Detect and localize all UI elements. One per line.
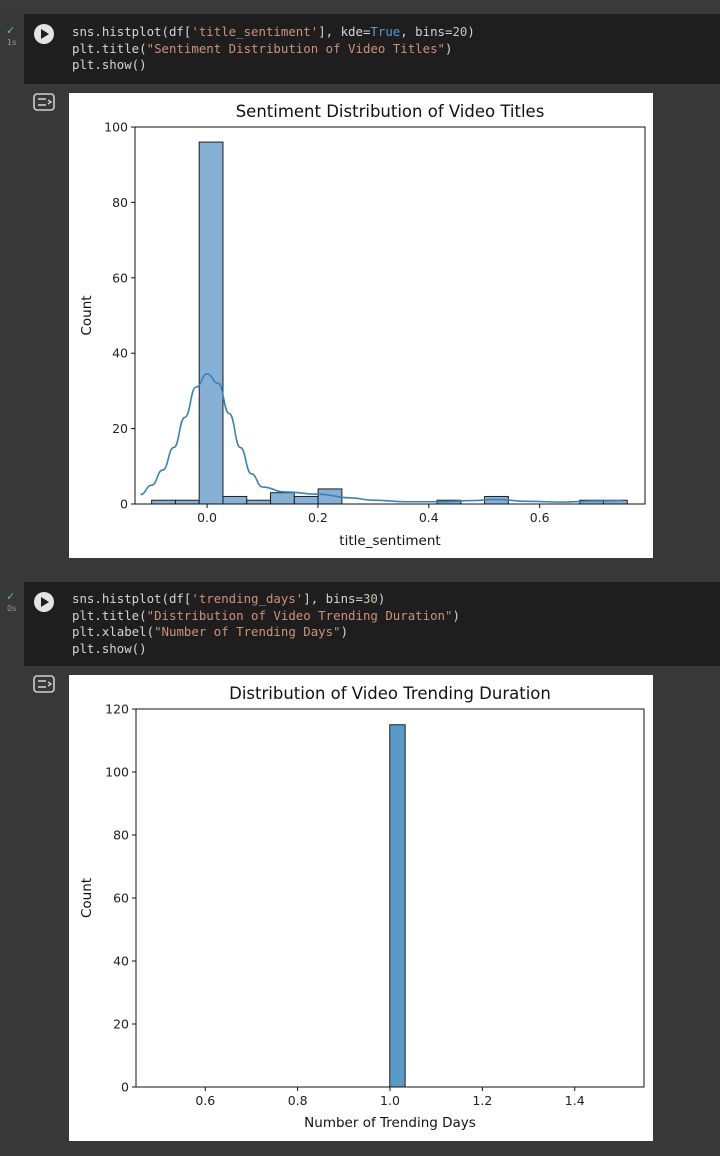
histogram-bar [174, 499, 200, 505]
x-tick-label: 1.2 [472, 1093, 492, 1108]
histogram-chart-1: 0 20 40 60 80 100 0.0 0.2 0.4 0.6 Sentiment Distri… [79, 102, 646, 549]
y-axis-label: Count [79, 295, 95, 335]
code-editor[interactable]: sns.histplot(df['title_sentiment'], kde=… [72, 24, 475, 74]
play-icon [41, 29, 49, 39]
x-tick-label: 1.4 [565, 1093, 585, 1108]
histogram-bar [270, 492, 295, 505]
x-axis-label: title_sentiment [339, 533, 440, 549]
code-line: plt.xlabel("Number of Trending Days") [72, 624, 348, 639]
code-token: 20 [452, 24, 468, 39]
code-cell-1[interactable]: sns.histplot(df['title_sentiment'], kde=… [24, 14, 720, 84]
x-axis-label: Number of Trending Days [304, 1115, 476, 1131]
y-tick-label: 80 [112, 195, 128, 210]
code-line: plt.title("Sentiment Distribution of Vid… [72, 41, 452, 56]
histogram-bar [198, 141, 224, 505]
x-tick-label: 1.0 [380, 1093, 400, 1108]
code-token: "Distribution of Video Trending Duration… [146, 607, 453, 623]
y-tick-label: 40 [113, 954, 129, 969]
code-token: 30 [362, 591, 378, 606]
code-token: plt.show() [72, 57, 147, 73]
plot-output-2: 0 20 40 60 80 100 120 0.6 0.8 1.0 1.2 1.4 Distributi… [69, 675, 653, 1141]
code-token: plt.title( [72, 607, 147, 623]
code-token: True [370, 24, 401, 39]
code-token: 'title_sentiment' [191, 24, 319, 39]
y-tick-label: 120 [105, 702, 129, 717]
y-tick-label: 20 [112, 421, 128, 436]
kde-curve [140, 373, 623, 503]
code-line: plt.show() [72, 57, 147, 72]
cell-1-check-icon: ✓ [6, 24, 16, 37]
code-token: sns.histplot(df[ [72, 24, 192, 39]
code-token: plt.title( [72, 40, 147, 56]
code-token: ) [452, 607, 460, 623]
y-tick-label: 20 [113, 1017, 129, 1032]
code-token: , bins= [400, 24, 453, 39]
y-tick-label: 100 [104, 120, 128, 135]
notebook-top-strip [0, 0, 720, 14]
y-axis-label: Count [79, 878, 95, 918]
cell-1-exec-time: 1s [7, 38, 17, 47]
y-tick-label: 0 [120, 497, 128, 512]
output-toggle-icon[interactable] [33, 93, 55, 111]
code-token: "Sentiment Distribution of Video Titles" [146, 40, 446, 56]
x-tick-label: 0.0 [197, 510, 217, 525]
code-token: "Number of Trending Days" [154, 624, 341, 640]
histogram-bar [222, 495, 248, 505]
code-line: plt.show() [72, 641, 147, 656]
plot-output-1: 0 20 40 60 80 100 0.0 0.2 0.4 0.6 Sentiment Distri… [69, 93, 653, 558]
cell-2-exec-time: 0s [7, 604, 17, 613]
histogram-bar [389, 724, 406, 1088]
y-tick-label: 80 [113, 828, 129, 843]
histogram-bar [293, 495, 319, 505]
output-toggle-icon[interactable] [33, 675, 55, 693]
y-tick-label: 60 [112, 270, 128, 285]
x-tick-label: 0.6 [530, 510, 550, 525]
chart-title: Sentiment Distribution of Video Titles [236, 102, 545, 121]
cell-2-check-icon: ✓ [6, 590, 16, 603]
plot-frame [134, 126, 646, 505]
x-tick-label: 0.2 [308, 510, 328, 525]
code-token: sns.histplot(df[ [72, 591, 192, 606]
y-tick-label: 0 [121, 1080, 129, 1095]
chart-title: Distribution of Video Trending Duration [229, 684, 551, 703]
x-tick-label: 0.4 [419, 510, 439, 525]
code-token: plt.xlabel( [72, 624, 155, 640]
code-token: ], bins= [303, 591, 363, 606]
code-token: 'trending_days' [191, 591, 304, 606]
code-token: ) [340, 624, 349, 640]
y-tick-label: 60 [113, 891, 129, 906]
code-token: ) [445, 40, 453, 56]
run-cell-button[interactable] [34, 24, 54, 44]
code-cell-2[interactable]: sns.histplot(df['trending_days'], bins=3… [24, 582, 720, 666]
y-tick-label: 40 [112, 346, 128, 361]
code-token: ) [377, 591, 386, 606]
code-token: ], kde= [318, 24, 371, 39]
code-token: plt.show() [72, 640, 147, 656]
histogram-chart-2: 0 20 40 60 80 100 120 0.6 0.8 1.0 1.2 1.4 Distributi… [79, 684, 645, 1131]
histogram-bar [151, 499, 176, 505]
play-icon [41, 597, 49, 607]
code-line: sns.histplot(df['trending_days'], bins=3… [72, 591, 385, 606]
run-cell-button[interactable] [34, 592, 54, 612]
code-editor[interactable]: sns.histplot(df['trending_days'], bins=3… [72, 591, 460, 657]
code-token: ) [467, 24, 475, 39]
code-line: plt.title("Distribution of Video Trendin… [72, 608, 460, 623]
x-tick-label: 0.8 [288, 1093, 308, 1108]
y-tick-label: 100 [105, 765, 129, 780]
histogram-bar [246, 499, 272, 505]
code-line: sns.histplot(df['title_sentiment'], kde=… [72, 24, 475, 39]
x-tick-label: 0.6 [195, 1093, 215, 1108]
